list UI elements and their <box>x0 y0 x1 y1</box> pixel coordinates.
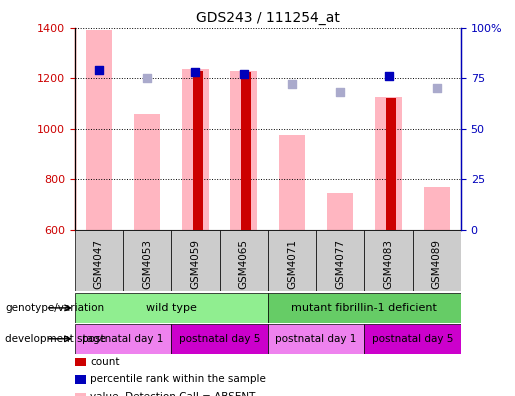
Point <box>288 81 296 88</box>
Bar <box>193 70 202 230</box>
Bar <box>413 230 461 291</box>
Text: GSM4089: GSM4089 <box>432 239 442 289</box>
Text: GSM4059: GSM4059 <box>191 239 200 289</box>
Text: count: count <box>90 356 119 367</box>
Point <box>143 75 151 81</box>
Bar <box>365 230 413 291</box>
Bar <box>375 97 402 230</box>
Bar <box>230 70 257 230</box>
Point <box>191 69 199 75</box>
Text: GSM4065: GSM4065 <box>238 239 249 289</box>
Text: wild type: wild type <box>146 303 197 313</box>
Point <box>336 89 345 95</box>
Bar <box>316 230 365 291</box>
Text: genotype/variation: genotype/variation <box>5 303 104 313</box>
Text: postnatal day 5: postnatal day 5 <box>372 334 453 344</box>
Bar <box>123 230 171 291</box>
Bar <box>365 324 461 354</box>
Point <box>95 67 103 73</box>
Bar <box>75 293 268 323</box>
Bar <box>134 114 160 230</box>
Bar <box>279 135 305 230</box>
Text: mutant fibrillin-1 deficient: mutant fibrillin-1 deficient <box>291 303 437 313</box>
Bar <box>171 230 219 291</box>
Text: GSM4077: GSM4077 <box>335 239 345 289</box>
Bar <box>75 230 123 291</box>
Text: postnatal day 1: postnatal day 1 <box>276 334 357 344</box>
Bar <box>219 230 268 291</box>
Text: GSM4053: GSM4053 <box>142 239 152 289</box>
Text: GSM4047: GSM4047 <box>94 239 104 289</box>
Bar <box>182 69 209 230</box>
Bar <box>386 98 396 230</box>
Bar <box>241 72 251 230</box>
Text: value, Detection Call = ABSENT: value, Detection Call = ABSENT <box>90 392 255 396</box>
Bar <box>268 230 316 291</box>
Bar <box>85 30 112 230</box>
Text: GSM4071: GSM4071 <box>287 239 297 289</box>
Text: development stage: development stage <box>5 334 106 344</box>
Bar <box>75 324 171 354</box>
Point <box>433 85 441 91</box>
Bar <box>171 324 268 354</box>
Text: percentile rank within the sample: percentile rank within the sample <box>90 374 266 385</box>
Text: GSM4083: GSM4083 <box>384 239 393 289</box>
Point <box>239 71 248 77</box>
Bar <box>423 187 450 230</box>
Bar <box>268 293 461 323</box>
Bar <box>268 324 365 354</box>
Title: GDS243 / 111254_at: GDS243 / 111254_at <box>196 11 340 25</box>
Point <box>384 73 392 79</box>
Text: postnatal day 5: postnatal day 5 <box>179 334 260 344</box>
Bar <box>327 193 353 230</box>
Text: postnatal day 1: postnatal day 1 <box>82 334 164 344</box>
